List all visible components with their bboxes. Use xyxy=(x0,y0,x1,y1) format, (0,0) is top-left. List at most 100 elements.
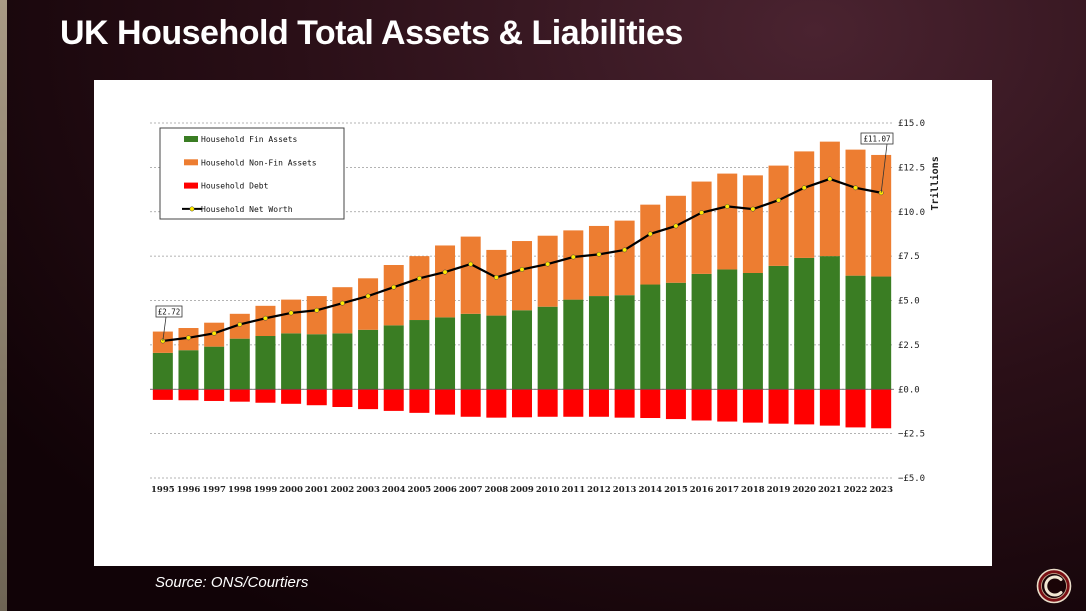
annotations: £2.72 £11.07 xyxy=(155,132,894,342)
bar-non-fin-assets xyxy=(332,287,353,334)
bar-non-fin-assets xyxy=(640,204,661,285)
y-tick-label: £7.5 xyxy=(898,252,920,262)
bar-fin-assets xyxy=(691,273,712,390)
bar-non-fin-assets xyxy=(717,173,738,270)
bar-debt xyxy=(794,389,815,425)
bar-fin-assets xyxy=(717,269,738,390)
net-worth-marker xyxy=(211,330,217,336)
x-tick-label: 2007 xyxy=(459,485,483,495)
x-tick-label: 2009 xyxy=(510,485,534,495)
bar-non-fin-assets xyxy=(819,141,840,257)
net-worth-marker xyxy=(416,275,422,281)
bar-debt xyxy=(742,389,763,423)
net-worth-line-layer xyxy=(160,176,884,344)
bar-debt xyxy=(332,389,353,407)
bar-debt xyxy=(614,389,635,418)
net-worth-marker xyxy=(442,269,448,275)
bar-debt xyxy=(665,389,686,420)
bars xyxy=(152,141,892,429)
x-tick-label: 2017 xyxy=(715,485,739,495)
net-worth-marker xyxy=(339,300,345,306)
bar-non-fin-assets xyxy=(435,245,456,318)
bar-fin-assets xyxy=(640,284,661,390)
bar-non-fin-assets xyxy=(383,265,404,326)
x-tick-label: 2004 xyxy=(382,485,406,495)
bar-non-fin-assets xyxy=(486,249,507,316)
net-worth-marker xyxy=(801,185,807,191)
bar-debt xyxy=(871,389,892,429)
net-worth-marker xyxy=(493,274,499,280)
bar-debt xyxy=(409,389,430,413)
annotation-label: £2.72 xyxy=(158,308,181,317)
x-tick-label: 2012 xyxy=(587,485,611,495)
x-tick-label: 2003 xyxy=(356,485,380,495)
bar-debt xyxy=(845,389,866,428)
legend-swatch xyxy=(184,136,198,142)
bar-debt xyxy=(691,389,712,421)
bar-fin-assets xyxy=(332,333,353,390)
bar-debt xyxy=(537,389,558,417)
bar-debt xyxy=(819,389,840,426)
slide-title: UK Household Total Assets & Liabilities xyxy=(60,14,683,52)
x-tick-label: 2013 xyxy=(613,485,637,495)
bar-non-fin-assets xyxy=(614,220,635,296)
bar-non-fin-assets xyxy=(358,278,379,330)
bar-non-fin-assets xyxy=(588,225,609,297)
bar-non-fin-assets xyxy=(511,241,533,311)
net-worth-marker xyxy=(288,310,294,316)
bar-debt xyxy=(435,389,456,415)
bar-fin-assets xyxy=(306,334,327,390)
net-worth-marker xyxy=(699,210,705,216)
bar-fin-assets xyxy=(486,315,507,390)
bar-fin-assets xyxy=(204,346,225,390)
y-axis-title: Trillions xyxy=(929,156,941,210)
legend-swatch xyxy=(184,182,198,189)
bar-debt xyxy=(563,389,584,417)
net-worth-marker xyxy=(673,223,679,229)
net-worth-marker xyxy=(853,185,858,191)
bar-fin-assets xyxy=(511,310,533,390)
annotation-box xyxy=(155,305,183,318)
net-worth-marker xyxy=(237,322,243,327)
x-tick-label: 2022 xyxy=(844,485,868,495)
x-tick-label: 2000 xyxy=(279,485,303,495)
bar-debt xyxy=(588,389,609,417)
bar-fin-assets xyxy=(819,256,840,390)
x-tick-label: 2005 xyxy=(408,485,432,495)
net-worth-marker xyxy=(647,231,653,237)
bar-fin-assets xyxy=(871,276,892,390)
x-tick-label: 2014 xyxy=(638,485,662,495)
bar-non-fin-assets xyxy=(460,236,481,314)
x-tick-label: 2019 xyxy=(767,485,791,495)
net-worth-marker xyxy=(596,251,602,257)
x-tick-label: 1999 xyxy=(254,485,278,495)
net-worth-marker xyxy=(570,254,576,260)
bar-fin-assets xyxy=(358,329,379,390)
net-worth-marker xyxy=(519,266,525,272)
bar-fin-assets xyxy=(435,317,456,390)
net-worth-marker xyxy=(750,206,756,212)
net-worth-marker xyxy=(365,293,371,299)
y-tick-label: −£2.5 xyxy=(898,430,925,440)
bar-debt xyxy=(768,389,789,424)
bar-fin-assets xyxy=(665,282,686,390)
x-tick-label: 2015 xyxy=(664,485,688,495)
y-tick-label: £5.0 xyxy=(898,297,920,307)
x-tick-label: 2021 xyxy=(818,485,842,495)
x-tick-label: 2001 xyxy=(305,485,329,495)
bar-debt xyxy=(460,389,481,417)
bar-non-fin-assets xyxy=(768,165,789,266)
bar-fin-assets xyxy=(742,272,763,390)
chart-svg: £15.0 £12.5 £10.0 £7.5 £5.0 £2.5 £0.0 −£2.5 −£5.… xyxy=(150,119,941,495)
bar-debt xyxy=(255,389,276,403)
source-note: Source: ONS/Courtiers xyxy=(155,574,309,591)
bar-fin-assets xyxy=(563,299,584,390)
bar-fin-assets xyxy=(588,296,609,390)
x-tick-label: 2023 xyxy=(869,485,893,495)
bar-debt xyxy=(717,389,738,422)
x-tick-label: 2006 xyxy=(433,485,457,495)
bar-non-fin-assets xyxy=(409,256,430,321)
bar-debt xyxy=(640,389,661,419)
y-tick-label: £12.5 xyxy=(898,163,925,173)
y-tick-label: −£5.0 xyxy=(898,474,925,484)
